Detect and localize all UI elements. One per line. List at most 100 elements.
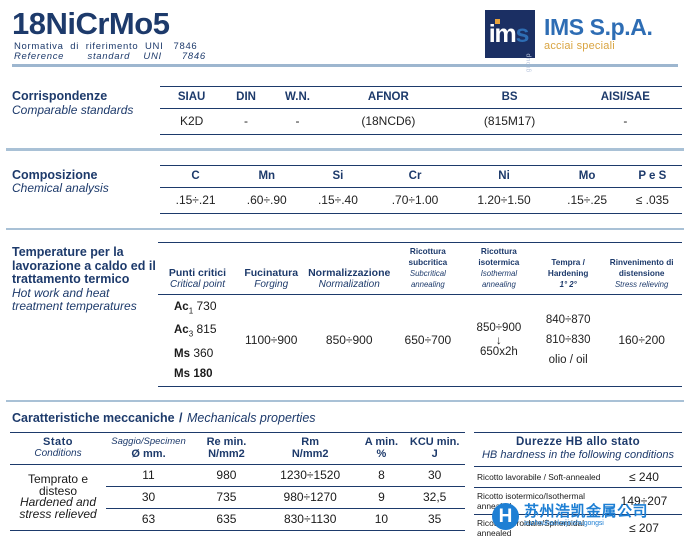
hardness-condition: Ricotto isotermico/Isothermal annealed — [474, 487, 606, 516]
cell-specimen: 30 — [106, 486, 192, 510]
cell-kcu: 32,5 — [404, 486, 465, 510]
val-cr: .70÷1.00 — [373, 187, 457, 214]
section-divider-2 — [6, 227, 684, 230]
mechanical-heading-it: Caratteristiche meccaniche — [12, 411, 175, 426]
page-title: 18NiCrMo5 — [12, 6, 170, 41]
heat-treatment-table-wrap: Punti critici Critical point Fucinatura … — [158, 242, 690, 387]
val-p-s: ≤ .035 — [622, 187, 682, 214]
cell-hardening: 840÷870 810÷830 olio / oil — [535, 294, 602, 387]
hardness-condition: Ricotto lavorabile / Soft-annealed — [474, 466, 606, 489]
cell-normalization: 850÷900 — [305, 294, 393, 387]
comparable-table: SIAU DIN W.N. AFNOR BS AISI/SAE K2D - - — [160, 86, 682, 135]
cell-rm: 830÷1130 — [261, 508, 359, 532]
val-mn: .60÷.90 — [231, 187, 303, 214]
col-rm: Rm N/mm2 — [261, 432, 359, 466]
table-row: K2D - - (18NCD6) (815M17) - — [160, 108, 682, 135]
col-mo: Mo — [551, 164, 623, 188]
heat-treatment-label-it: Temperature per la lavorazione a caldo e… — [12, 245, 156, 286]
table-row: 30 735 980÷1270 9 32,5 — [10, 486, 465, 510]
hardness-value: ≤ 240 — [606, 466, 682, 489]
col-din: DIN — [223, 86, 269, 109]
cell-re: 735 — [191, 486, 262, 510]
cell-subcritical: 650÷700 — [393, 294, 463, 387]
col-p-s: P e S — [622, 164, 682, 188]
section-comparable-standards: Corrispondenze Comparable standards SIAU… — [0, 86, 690, 135]
standard-english: Reference standard UNI 7846 — [14, 51, 206, 62]
col-mn: Mn — [231, 164, 303, 188]
col-critical-point: Punti critici Critical point — [158, 242, 237, 295]
brand-name: IMS S.p.A. — [544, 14, 653, 41]
table-row: Ricotto sferoidale/Spheroidal annealed ≤… — [474, 514, 682, 538]
col-re-min: Re min. N/mm2 — [191, 432, 262, 466]
col-aisi-sae: AISI/SAE — [568, 86, 682, 109]
composition-label-it: Composizione — [12, 167, 98, 182]
mechanical-heading-sep: / — [179, 411, 183, 426]
col-normalization: Normalizzazione Normalization — [305, 242, 393, 295]
cell-re: 980 — [191, 464, 262, 488]
mechanical-tables: Stato Conditions Saggio/Specimen Ø mm. R… — [0, 432, 690, 538]
cell-a: 8 — [358, 464, 405, 488]
val-afnor: (18NCD6) — [326, 108, 451, 135]
col-afnor: AFNOR — [326, 86, 451, 109]
isothermal-bottom: 650x2h — [480, 345, 518, 358]
cell-kcu: 30 — [404, 464, 465, 488]
section-chemical-analysis: Composizione Chemical analysis C Mn Si C… — [0, 164, 690, 214]
val-bs: (815M17) — [450, 108, 569, 135]
hardness-table: Durezze HB allo stato HB hardness in the… — [474, 432, 682, 538]
page-header: 18NiCrMo5 Normativa di riferimento UNI 7… — [0, 0, 690, 72]
col-siau: SIAU — [160, 86, 224, 109]
brand-block: IMS S.p.A. acciai speciali — [544, 14, 653, 53]
cell-isothermal: 850÷900 ↓ 650x2h — [462, 294, 536, 387]
cell-stress-relieving: 160÷200 — [601, 294, 682, 387]
reference-standard: Normativa di riferimento UNI 7846 Refere… — [14, 42, 206, 62]
val-aisi-sae: - — [568, 108, 682, 135]
section-divider-3 — [6, 399, 684, 403]
cell-rm: 980÷1270 — [261, 486, 359, 510]
heat-treatment-table: Punti critici Critical point Fucinatura … — [158, 242, 682, 387]
cell-re: 635 — [191, 508, 262, 532]
hardening-medium: olio / oil — [548, 354, 588, 367]
cell-specimen: 11 — [106, 464, 192, 488]
critical-point-item: Ms 360 — [174, 345, 214, 360]
table-row: Ricotto lavorabile / Soft-annealed ≤ 240 — [474, 466, 682, 489]
val-ni: 1.20÷1.50 — [456, 187, 552, 214]
val-siau: K2D — [160, 108, 224, 135]
composition-table-wrap: C Mn Si Cr Ni Mo P e S .15÷.21 .60÷.90 .… — [160, 164, 690, 214]
mechanical-heading: Caratteristiche meccaniche / Mechanicals… — [0, 402, 690, 432]
composition-label: Composizione Chemical analysis — [0, 165, 160, 214]
mechanical-heading-en: Mechanicals properties — [186, 411, 316, 426]
brand-tagline: acciai speciali — [544, 40, 615, 53]
col-forging: Fucinatura Forging — [236, 242, 306, 295]
critical-point-item: Ac1 730 — [174, 299, 217, 316]
standard-italian: Normativa di riferimento UNI 7846 — [14, 41, 198, 52]
col-wn: W.N. — [268, 86, 327, 109]
down-arrow-icon: ↓ — [495, 332, 502, 347]
col-ni: Ni — [456, 164, 552, 188]
mechanical-properties-table: Stato Conditions Saggio/Specimen Ø mm. R… — [10, 432, 465, 532]
table-row: Temprato e disteso Hardened and stress r… — [10, 464, 465, 532]
critical-point-item: Ac3 815 — [174, 322, 217, 339]
comparable-label: Corrispondenze Comparable standards — [0, 86, 160, 135]
val-si: .15÷.40 — [302, 187, 374, 214]
condition-en: Hardened and stress relieved — [19, 495, 97, 521]
composition-table: C Mn Si Cr Ni Mo P e S .15÷.21 .60÷.90 .… — [160, 164, 682, 214]
cell-forging: 1100÷900 — [236, 294, 306, 387]
cell-a: 10 — [358, 508, 405, 532]
comparable-label-it: Corrispondenze — [12, 89, 108, 103]
cell-rm: 1230÷1520 — [261, 464, 359, 488]
logo-ims-text: ims — [488, 19, 530, 48]
table-row: Ricotto isotermico/Isothermal annealed 1… — [474, 487, 682, 516]
heat-treatment-label: Temperature per la lavorazione a caldo e… — [0, 242, 158, 387]
col-a-min: A min. % — [358, 432, 405, 466]
col-bs: BS — [450, 86, 569, 109]
col-isothermal-annealing: Ricottura isotermica Isothermal annealin… — [462, 242, 536, 295]
col-hardness-title: Durezze HB allo stato HB hardness in the… — [474, 432, 682, 468]
comparable-label-en: Comparable standards — [12, 102, 134, 117]
col-subcritical-annealing: Ricottura subcritica Subcritical anneali… — [393, 242, 463, 295]
table-header-row: Stato Conditions Saggio/Specimen Ø mm. R… — [10, 432, 465, 466]
val-wn: - — [268, 108, 327, 135]
table-header-row: SIAU DIN W.N. AFNOR BS AISI/SAE — [160, 86, 682, 109]
table-row: .15÷.21 .60÷.90 .15÷.40 .70÷1.00 1.20÷1.… — [160, 187, 682, 214]
col-cr: Cr — [373, 164, 457, 188]
